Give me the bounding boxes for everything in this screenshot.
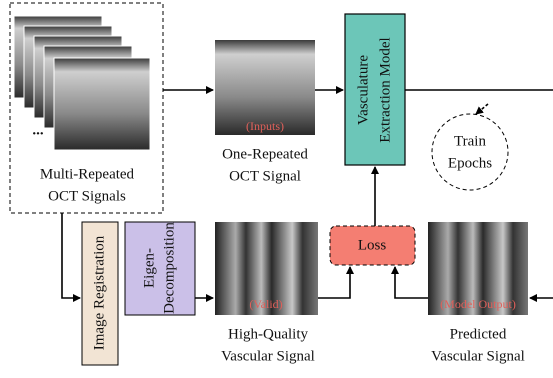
diagram: ... Multi-Repeated OCT Signals (Inputs) … <box>0 0 553 378</box>
eigen-box <box>125 222 195 315</box>
label: Train <box>454 133 486 149</box>
label: Eigen- <box>141 248 157 288</box>
loop <box>432 114 508 190</box>
label: Vascular Signal <box>431 348 525 364</box>
image-tag: (Model Output) <box>440 297 516 311</box>
model-box <box>345 14 405 165</box>
label: High-Quality <box>228 326 308 342</box>
label: Decomposition <box>161 222 177 314</box>
image-tag: (Valid) <box>249 297 282 311</box>
label: Loss <box>358 237 387 253</box>
label: OCT Signal <box>229 168 301 184</box>
label: Vasculature <box>355 55 371 125</box>
label: Epochs <box>448 155 492 171</box>
image-tag: (Inputs) <box>246 119 284 133</box>
label: Predicted <box>450 326 507 342</box>
ellipsis: ... <box>32 122 44 138</box>
label: OCT Signals <box>48 188 126 204</box>
label: Image Registration <box>91 235 107 350</box>
label: Extraction Model <box>377 37 393 142</box>
label: Vascular Signal <box>221 348 315 364</box>
label: One-Repeated <box>222 146 308 162</box>
label: Multi-Repeated <box>40 166 135 182</box>
